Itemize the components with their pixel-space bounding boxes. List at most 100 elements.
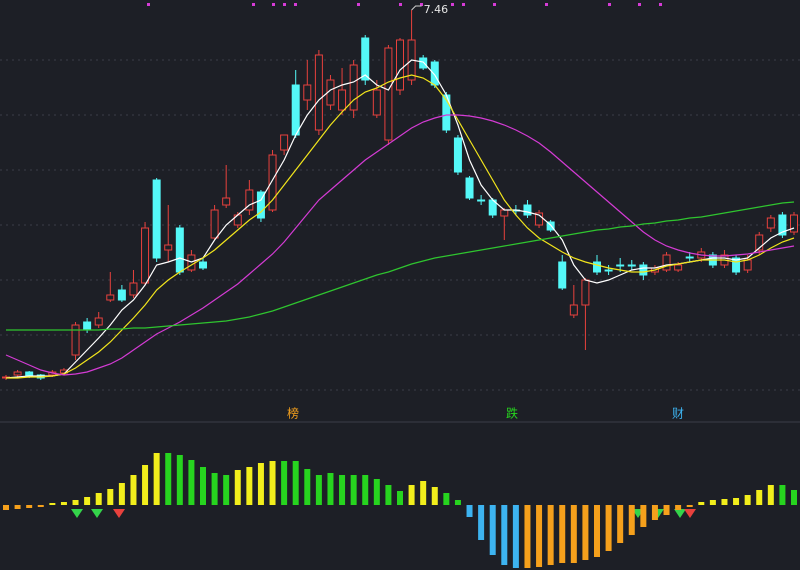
indicator-bar [420,481,427,505]
candle-body [141,227,150,284]
candle-body [546,221,555,231]
indicator-bar [188,460,195,505]
candle-body [256,191,265,219]
indicator-bar [223,475,230,505]
diamond [71,509,83,518]
indicator-bar [779,485,786,505]
candle-body [674,264,683,271]
candle-body [755,234,764,251]
indicator-bar [49,503,56,505]
indicator-bar [315,475,322,505]
candle-body [685,256,694,259]
candle-body [210,209,219,239]
candle-body [766,217,775,229]
indicator-bar [281,461,288,505]
candle-body [627,264,636,267]
indicator-bar [478,505,485,540]
indicator-bar [733,498,740,505]
indicator-bar [466,505,473,517]
candle-body [465,177,474,199]
candle-body [94,317,103,326]
marker-dot [283,3,286,6]
indicator-bar [327,473,334,505]
candle-body [639,264,648,276]
max-leader [411,5,422,11]
indicator-bar [26,505,33,508]
indicator-bar [304,469,311,505]
signal-label: 跌 [506,406,518,421]
indicator-bar [501,505,508,565]
candle-body [175,227,184,273]
indicator-bar [721,499,728,505]
indicator-bars [3,453,797,568]
candle-body [558,261,567,289]
indicator-bar [339,475,346,505]
indicator-bar [292,461,299,505]
marker-dot [545,3,548,6]
candle-body [338,89,347,111]
candle-body [222,197,231,206]
candle-body [453,137,462,173]
candle-body [280,134,289,151]
marker-dot [638,3,641,6]
indicator-bar [3,505,9,510]
indicator-bar [651,505,658,520]
indicator-bar [605,505,612,551]
candle-body [419,57,428,69]
candle-body [384,47,393,141]
indicator-bar [489,505,496,555]
marker-dot [462,3,465,6]
marker-dot [399,3,402,6]
indicator-bar [698,502,705,505]
indicator-bar [95,493,102,505]
top-markers [147,3,662,6]
indicator-bar [373,479,380,505]
candle-body [430,61,439,86]
candle-body [314,54,323,131]
indicator-bar [37,505,44,507]
indicator-bar [570,505,577,563]
indicator-bar [385,485,392,505]
indicator-bar [118,483,125,505]
indicator-bar [547,505,554,565]
candle-body [604,269,613,272]
indicator-bar [397,491,403,505]
indicator-bar [431,487,438,505]
candle-body [732,257,741,273]
indicator-bar [269,461,276,505]
indicator-bar [756,490,763,505]
candle-body [71,324,80,356]
marker-dot [147,3,150,6]
indicator-bar [663,505,670,515]
moving-average-line [5,114,795,376]
indicator-bar [582,505,589,560]
marker-dot [493,3,496,6]
indicator-bar [594,505,600,557]
candle-body [535,212,544,226]
indicator-bar [640,505,647,527]
indicator-bar [524,505,531,568]
candle-body [303,84,312,101]
candle-body [616,264,625,267]
candle-body [83,321,92,331]
candle-body [268,154,277,211]
candle-body [129,282,138,296]
moving-average-line [6,74,795,379]
diamond [684,509,696,518]
indicator-bar [443,493,450,505]
indicator-bar [234,470,241,505]
indicator-bar [675,505,682,510]
indicator-bar [408,485,415,505]
candle-body [743,259,752,271]
candle-body [569,304,578,316]
candle-body [778,214,787,236]
indicator-bar [257,463,264,505]
marker-dot [608,3,611,6]
diamond [113,509,125,518]
indicator-bar [165,453,172,505]
indicator-bar [200,467,206,505]
indicator-bar [617,505,624,543]
indicator-bar [72,500,79,505]
indicator-bar [350,475,357,505]
